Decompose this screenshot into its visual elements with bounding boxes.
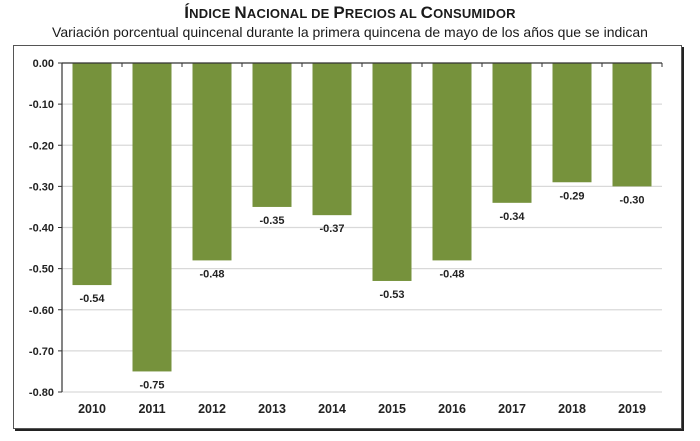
y-tick-label: -0.20 [29,140,54,152]
chart-title: ÍNDICE NACIONAL DE PRECIOS AL CONSUMIDOR [184,3,516,22]
bar-2016 [432,63,472,261]
bar-2011 [132,63,172,372]
data-label-2011: -0.75 [139,379,164,391]
data-label-2016: -0.48 [439,268,464,280]
x-tick-label-2010: 2010 [78,402,106,416]
data-label-2013: -0.35 [259,215,284,227]
y-tick-label: -0.30 [29,181,54,193]
bar-2012 [192,63,232,261]
y-tick-label: -0.80 [29,387,54,399]
data-label-2014: -0.37 [319,223,344,235]
y-tick-label: -0.50 [29,264,54,276]
data-label-2015: -0.53 [379,289,404,301]
data-label-2018: -0.29 [559,190,584,202]
y-tick-label: -0.70 [29,346,54,358]
x-tick-label-2014: 2014 [318,402,346,416]
bar-2019 [612,63,652,187]
y-tick-label: -0.60 [29,305,54,317]
bar-2015 [372,63,412,281]
x-tick-label-2012: 2012 [198,402,226,416]
x-tick-label-2013: 2013 [258,402,286,416]
data-label-2019: -0.30 [619,194,644,206]
bar-2018 [552,63,592,183]
x-tick-label-2015: 2015 [378,402,406,416]
data-labels: -0.54 -0.75 -0.48 -0.35 -0.37 -0.53 -0.48 -0.34… [79,190,644,391]
x-tick-label-2019: 2019 [618,402,646,416]
x-tick-labels: 2010 2011 2012 2013 2014 2015 2016 2017 2018 2019 [78,402,646,416]
y-tick-label: -0.40 [29,223,54,235]
x-tick-label-2016: 2016 [438,402,466,416]
x-tick-label-2011: 2011 [138,402,165,416]
bar-2010 [72,63,112,286]
y-tick-labels: 0.00 -0.10 -0.20 -0.30 -0.40 -0.50 -0.60 -0.70 -… [29,58,54,399]
x-tick-label-2017: 2017 [498,402,526,416]
y-tick-label: -0.10 [29,99,54,111]
data-label-2012: -0.48 [199,268,224,280]
bar-2013 [252,63,292,207]
bar-2014 [312,63,352,216]
bars [72,63,652,372]
data-label-2017: -0.34 [499,211,525,223]
bar-2017 [492,63,532,203]
y-axis [58,62,663,393]
x-tick-label-2018: 2018 [558,402,586,416]
chart-subtitle: Variación porcentual quincenal durante l… [52,24,648,40]
y-tick-label: 0.00 [33,58,54,70]
data-label-2010: -0.54 [79,293,105,305]
